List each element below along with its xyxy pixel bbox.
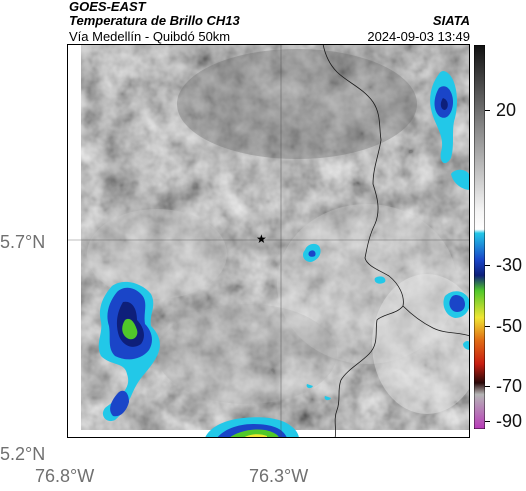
border-line bbox=[322, 44, 404, 438]
colorbar-tick bbox=[485, 326, 490, 327]
cold-cloud-south bbox=[205, 417, 299, 438]
colorbar-label-minus90: -90 bbox=[496, 411, 523, 431]
colorbar-tick bbox=[485, 386, 490, 387]
colorbar-label-minus50: -50 bbox=[496, 316, 523, 336]
brightness-temperature-map bbox=[67, 44, 470, 438]
colorbar-label-minus70: -70 bbox=[496, 376, 523, 396]
datetime-label: 2024-09-03 13:49 bbox=[367, 29, 470, 44]
cold-cloud-northeast bbox=[430, 71, 470, 190]
nodata-strip-left bbox=[67, 44, 81, 438]
organization-label: SIATA bbox=[432, 13, 470, 28]
cold-cloud-east bbox=[443, 291, 470, 350]
lat-label-5.2: 5.2°N bbox=[0, 444, 46, 464]
reference-point-star: ★ bbox=[256, 232, 267, 246]
location-subtitle: Vía Medellín - Quibdó 50km bbox=[69, 29, 231, 44]
colorbar-label-minus30: -30 bbox=[496, 255, 523, 275]
colorbar-tick bbox=[485, 265, 490, 266]
colorbar-tick bbox=[485, 110, 490, 111]
cold-cloud-west bbox=[98, 281, 160, 422]
cold-cloud-small bbox=[303, 243, 386, 401]
colorbar-label-20: 20 bbox=[496, 100, 517, 120]
temperature-colorbar bbox=[474, 45, 485, 429]
satellite-title: GOES-EAST bbox=[69, 0, 146, 14]
lat-label-5.7: 5.7°N bbox=[0, 232, 46, 252]
lon-label-76.3: 76.3°W bbox=[249, 466, 309, 486]
colorbar-tick bbox=[485, 421, 490, 422]
cloud-field bbox=[81, 44, 470, 438]
border-line-east bbox=[402, 305, 470, 337]
product-title: Temperatura de Brillo CH13 bbox=[69, 13, 240, 28]
lon-label-76.8: 76.8°W bbox=[35, 466, 95, 486]
